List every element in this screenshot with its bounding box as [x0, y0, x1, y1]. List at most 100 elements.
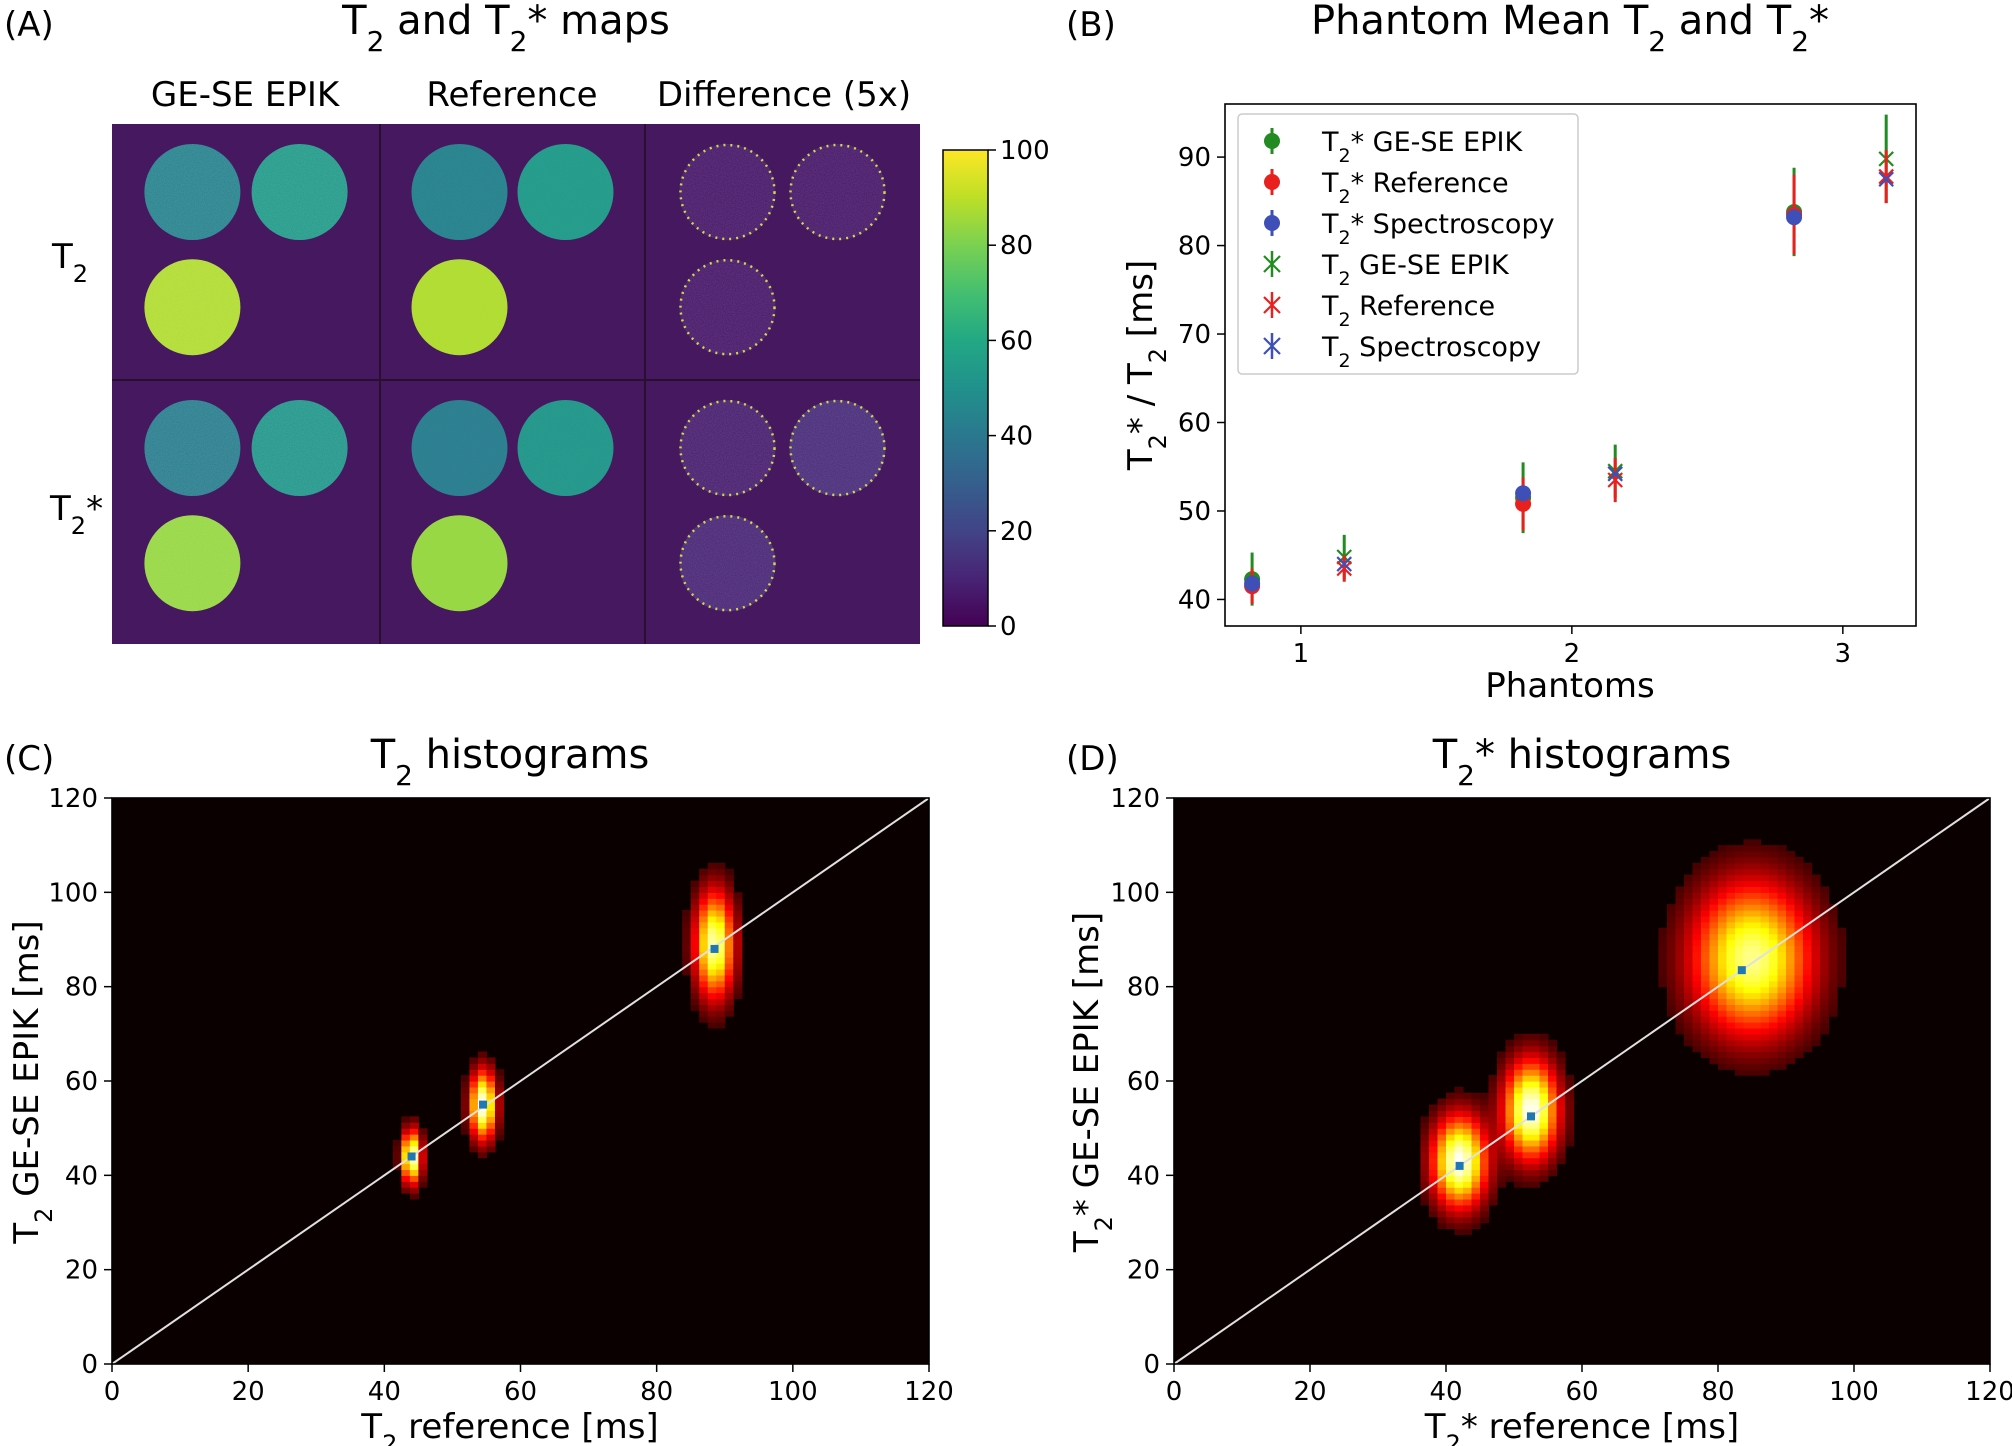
- histogram-bin: [1828, 933, 1838, 941]
- histogram-bin: [1752, 910, 1762, 917]
- histogram-bin: [1769, 1010, 1779, 1017]
- histogram-bin: [1692, 1010, 1702, 1017]
- histogram-bin: [1760, 974, 1770, 982]
- histogram-bin: [707, 951, 717, 958]
- y-tick-label: 20: [1127, 1256, 1160, 1286]
- histogram-bin: [1471, 1122, 1481, 1129]
- histogram-bin: [716, 927, 726, 935]
- histogram-bin: [1794, 1004, 1804, 1011]
- histogram-bin: [1760, 957, 1770, 964]
- histogram-bin: [1429, 1145, 1439, 1153]
- histogram-bin: [724, 939, 734, 946]
- histogram-bin: [690, 939, 700, 946]
- histogram-bin: [1675, 1027, 1685, 1035]
- histogram-bin: [1522, 1063, 1532, 1070]
- histogram-bin: [1794, 957, 1804, 964]
- histogram-bin: [1463, 1193, 1473, 1200]
- x-tick-label: 60: [1565, 1377, 1598, 1407]
- y-tick-label: 40: [1178, 585, 1211, 615]
- histogram-bin: [486, 1116, 496, 1123]
- histogram-bin: [1752, 862, 1762, 870]
- histogram-bin: [477, 1051, 488, 1059]
- histogram-bin: [1497, 1057, 1507, 1064]
- y-tick-label: 0: [1143, 1350, 1160, 1380]
- histogram-bin: [477, 1057, 488, 1064]
- histogram-bin: [1539, 1081, 1549, 1088]
- histogram-bin: [690, 927, 700, 935]
- x-tick-label: 0: [104, 1377, 121, 1407]
- histogram-bin: [1709, 910, 1719, 917]
- histogram-bin: [1420, 1151, 1430, 1159]
- histogram-bin: [1718, 851, 1728, 858]
- panel-a-label: (A): [4, 5, 54, 45]
- histogram-bin: [1794, 1027, 1804, 1035]
- panel-c: (C) T2 histograms 00 20 20 40 40 60 60 80 80 100 1…: [4, 732, 954, 1446]
- y-tick-label: 40: [1127, 1161, 1160, 1191]
- histogram-bin: [1454, 1198, 1464, 1206]
- histogram-bin: [392, 1145, 402, 1153]
- histogram-bin: [469, 1069, 479, 1076]
- histogram-bin: [699, 992, 709, 1000]
- histogram-bin: [1820, 1027, 1830, 1035]
- histogram-bin: [1463, 1122, 1473, 1129]
- histogram-bin: [1718, 910, 1728, 917]
- histogram-bin: [1446, 1204, 1456, 1212]
- histogram-bin: [1437, 1128, 1447, 1135]
- histogram-bin: [1429, 1110, 1439, 1117]
- histogram-bin: [1735, 951, 1745, 958]
- histogram-bin: [1522, 1051, 1532, 1059]
- histogram-bin: [1446, 1175, 1456, 1182]
- histogram-bin: [707, 898, 717, 905]
- histogram-bin: [1718, 904, 1728, 911]
- y-tick-label: 60: [1178, 409, 1211, 439]
- histogram-bin: [1752, 892, 1762, 899]
- histogram-bin: [1514, 1181, 1524, 1188]
- histogram-bin: [1709, 1051, 1719, 1059]
- phantom-noise: [517, 144, 614, 240]
- histogram-bin: [690, 898, 700, 905]
- histogram-bin: [733, 951, 743, 958]
- histogram-bin: [1480, 1104, 1490, 1112]
- histogram-bin: [1726, 874, 1736, 882]
- histogram-bin: [1760, 1010, 1770, 1017]
- legend-entry: T2* Spectroscopy: [1321, 209, 1555, 249]
- histogram-bin: [1556, 1110, 1566, 1117]
- histogram-bin: [1505, 1110, 1515, 1117]
- histogram-bin: [1488, 1134, 1498, 1141]
- histogram-bin: [1828, 968, 1838, 976]
- histogram-bin: [1726, 1063, 1736, 1070]
- histogram-bin: [469, 1081, 479, 1088]
- histogram-bin: [1539, 1110, 1549, 1117]
- histogram-bin: [682, 933, 692, 941]
- histogram-bin: [1777, 1027, 1787, 1035]
- histogram-bin: [1752, 845, 1762, 852]
- histogram-bin: [1709, 915, 1719, 923]
- histogram-bin: [1531, 1098, 1541, 1106]
- histogram-bin: [1794, 880, 1804, 888]
- histogram-bin: [460, 1086, 471, 1094]
- histogram-bin: [1760, 898, 1770, 905]
- histogram-bin: [418, 1169, 428, 1176]
- histogram-bin: [1437, 1157, 1447, 1165]
- histogram-bin: [477, 1110, 488, 1117]
- histogram-bin: [1463, 1175, 1473, 1182]
- histogram-bin: [1539, 1163, 1549, 1171]
- histogram-bin: [1777, 974, 1787, 982]
- histogram-bin: [1760, 998, 1770, 1005]
- histogram-bin: [1522, 1128, 1532, 1135]
- histogram-bin: [1760, 1057, 1770, 1064]
- histogram-bin: [1735, 939, 1745, 946]
- histogram-bin: [469, 1116, 479, 1123]
- histogram-bin: [1777, 1016, 1787, 1023]
- histogram-bin: [1531, 1051, 1541, 1059]
- histogram-bin: [1743, 974, 1753, 982]
- histogram-bin: [1488, 1092, 1498, 1100]
- histogram-bin: [486, 1134, 496, 1141]
- histogram-bin: [401, 1145, 411, 1153]
- histogram-bin: [733, 992, 743, 1000]
- histogram-bin: [1709, 968, 1719, 976]
- histogram-bin: [1777, 963, 1787, 970]
- histogram-bin: [1531, 1116, 1541, 1123]
- histogram-bin: [1488, 1175, 1498, 1182]
- histogram-bin: [1531, 1086, 1541, 1094]
